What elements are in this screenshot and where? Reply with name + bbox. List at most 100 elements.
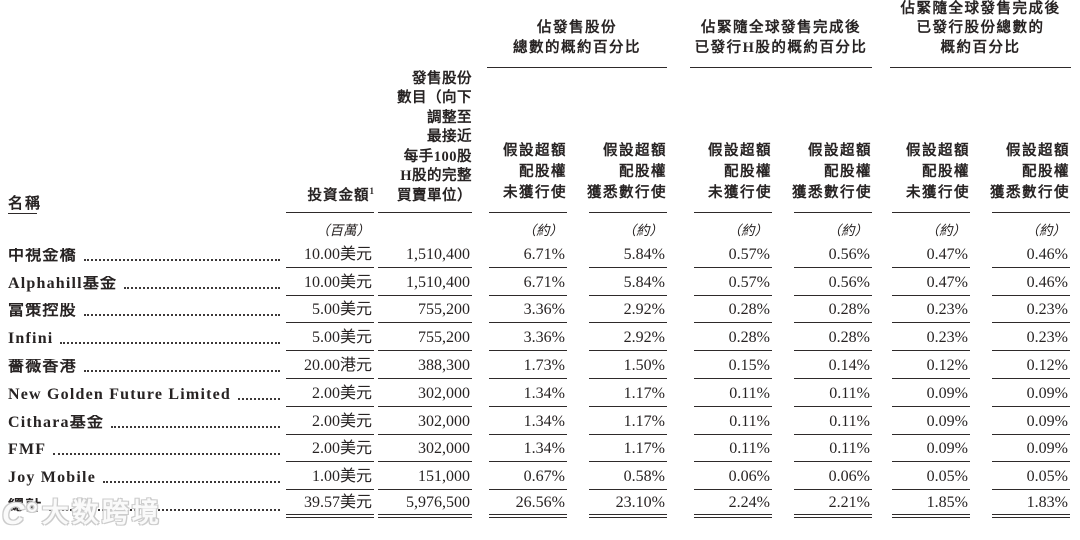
- col-header-exercised: 假設超額 配股權 獲悉數行使: [990, 72, 1070, 213]
- pct-total-unexercised: 0.23%: [892, 330, 970, 352]
- col-header-line: 投資金額1: [308, 182, 375, 206]
- pct-total-unexercised: 0.09%: [892, 413, 970, 435]
- approx-note: （約）: [827, 223, 869, 238]
- col-header-line: 配股權: [824, 164, 872, 180]
- pct-offer-exercised: 1.17%: [589, 385, 667, 407]
- total-label: 總計: [8, 497, 43, 514]
- col-header-line: 數目（向下: [397, 90, 472, 106]
- investor-name: Joy Mobile: [8, 470, 96, 487]
- pct-hshares-exercised: 0.56%: [794, 246, 872, 268]
- col-group-line: 概約百分比: [940, 39, 1021, 56]
- approx-note: （約）: [1025, 223, 1067, 238]
- table-row: New Golden Future Limited 2.00美元 302,000…: [8, 379, 1072, 407]
- pct-hshares-unexercised: 0.28%: [694, 330, 772, 352]
- pct-hshares-unexercised: 0.57%: [694, 246, 772, 268]
- dot-leader: [124, 286, 280, 289]
- total-pct-hshares-unexercised: 2.24%: [694, 494, 772, 518]
- pct-total-unexercised: 0.23%: [892, 302, 970, 324]
- investor-name: 薔薇香港: [8, 358, 77, 375]
- pct-hshares-exercised: 0.06%: [794, 469, 872, 491]
- pct-offer-exercised: 1.17%: [589, 413, 667, 435]
- pct-offer-unexercised: 3.36%: [489, 302, 567, 324]
- pct-total-unexercised: 0.09%: [892, 441, 970, 463]
- offer-shares: 302,000: [378, 441, 472, 463]
- pct-total-exercised: 0.23%: [992, 330, 1070, 352]
- col-header-line: 獲悉數行使: [990, 185, 1070, 201]
- col-group-line: 總數的概約百分比: [513, 39, 641, 56]
- pct-hshares-unexercised: 0.28%: [694, 302, 772, 324]
- dot-leader: [83, 369, 280, 372]
- col-header-line: 獲悉數行使: [792, 185, 872, 201]
- col-header-name: 名稱: [8, 196, 43, 212]
- total-pct-total-exercised: 1.83%: [992, 494, 1070, 518]
- investment-amount: 20.00港元: [286, 357, 374, 379]
- dot-leader: [103, 481, 280, 484]
- col-header-line: 買賣單位）: [397, 187, 472, 204]
- table-row: 薔薇香港 20.00港元 388,300 1.73% 1.50% 0.15% 0…: [8, 351, 1072, 379]
- offer-shares: 755,200: [378, 302, 472, 324]
- pct-hshares-exercised: 0.11%: [794, 385, 872, 407]
- investor-name: FMF: [8, 442, 47, 459]
- col-header-investment-amount: 投資金額1: [286, 72, 374, 213]
- total-pct-offer-unexercised: 26.56%: [489, 494, 567, 518]
- amount-label: 投資金額: [307, 188, 370, 204]
- dot-leader: [83, 258, 280, 261]
- pct-hshares-exercised: 0.14%: [794, 357, 872, 379]
- dot-leader: [83, 314, 280, 317]
- pct-total-unexercised: 0.05%: [892, 469, 970, 491]
- pct-hshares-exercised: 0.56%: [794, 274, 872, 296]
- col-header-line: 假設超額: [503, 143, 567, 159]
- col-header-exercised: 假設超額 配股權 獲悉數行使: [587, 72, 667, 213]
- col-header-line: 每手100股: [403, 148, 472, 165]
- pct-offer-exercised: 1.17%: [589, 441, 667, 463]
- amount-unit-note: （百萬）: [316, 223, 370, 238]
- pct-offer-unexercised: 1.34%: [489, 385, 567, 407]
- dot-leader: [53, 453, 280, 456]
- offer-shares: 1,510,400: [378, 274, 472, 296]
- col-group-line: 已發行H股的概約百分比: [694, 39, 868, 56]
- col-header-line: 未獲行使: [708, 185, 772, 201]
- offer-shares: 302,000: [378, 413, 472, 435]
- pct-hshares-exercised: 0.28%: [794, 330, 872, 352]
- offer-shares: 755,200: [378, 330, 472, 352]
- col-header-line: 未獲行使: [906, 185, 970, 201]
- investment-amount: 1.00美元: [286, 469, 374, 491]
- pct-total-exercised: 0.09%: [992, 441, 1070, 463]
- pct-hshares-exercised: 0.11%: [794, 413, 872, 435]
- investment-amount: 5.00美元: [286, 302, 374, 324]
- col-group-offer-shares-pct: 佔發售股份 總數的概約百分比: [487, 0, 667, 68]
- name-header-rule: [8, 212, 37, 214]
- offer-shares: 388,300: [378, 357, 472, 379]
- col-header-line: 配股權: [1022, 164, 1070, 180]
- pct-hshares-unexercised: 0.57%: [694, 274, 772, 296]
- pct-total-exercised: 0.23%: [992, 302, 1070, 324]
- investment-amount: 5.00美元: [286, 330, 374, 352]
- col-header-line: 假設超額: [906, 143, 970, 159]
- table-row: Cithara基金 2.00美元 302,000 1.34% 1.17% 0.1…: [8, 407, 1072, 435]
- col-group-line: 佔緊隨全球發售完成後: [701, 20, 861, 36]
- pct-hshares-unexercised: 0.11%: [694, 385, 772, 407]
- col-header-offer-shares-number: 發售股份 數目（向下 調整至 最接近 每手100股 H股的完整 買賣單位）: [378, 71, 472, 213]
- pct-offer-exercised: 2.92%: [589, 302, 667, 324]
- approx-note: （約）: [622, 223, 664, 238]
- col-header-line: H股的完整: [400, 168, 472, 184]
- total-pct-offer-exercised: 23.10%: [589, 494, 667, 518]
- table-body: 中視金橋 10.00美元 1,510,400 6.71% 5.84% 0.57%…: [8, 240, 1072, 518]
- table-row: Joy Mobile 1.00美元 151,000 0.67% 0.58% 0.…: [8, 462, 1072, 491]
- approx-note: （約）: [727, 223, 769, 238]
- pct-total-exercised: 0.09%: [992, 385, 1070, 407]
- col-header-line: 配股權: [619, 164, 667, 180]
- col-group-line: 佔緊隨全球發售完成後: [900, 0, 1061, 17]
- pct-hshares-unexercised: 0.11%: [694, 441, 772, 463]
- col-group-line: 佔發售股份: [537, 20, 617, 36]
- total-investment-amount: 39.57美元: [286, 494, 374, 518]
- table-row: 中視金橋 10.00美元 1,510,400 6.71% 5.84% 0.57%…: [8, 240, 1072, 268]
- col-header-line: 配股權: [519, 164, 567, 180]
- col-header-line: 假設超額: [808, 143, 872, 159]
- total-offer-shares: 5,976,500: [378, 494, 472, 518]
- pct-offer-unexercised: 1.73%: [489, 357, 567, 379]
- footnote-marker: 1: [369, 186, 375, 197]
- pct-offer-exercised: 2.92%: [589, 330, 667, 352]
- investment-amount: 10.00美元: [286, 246, 374, 268]
